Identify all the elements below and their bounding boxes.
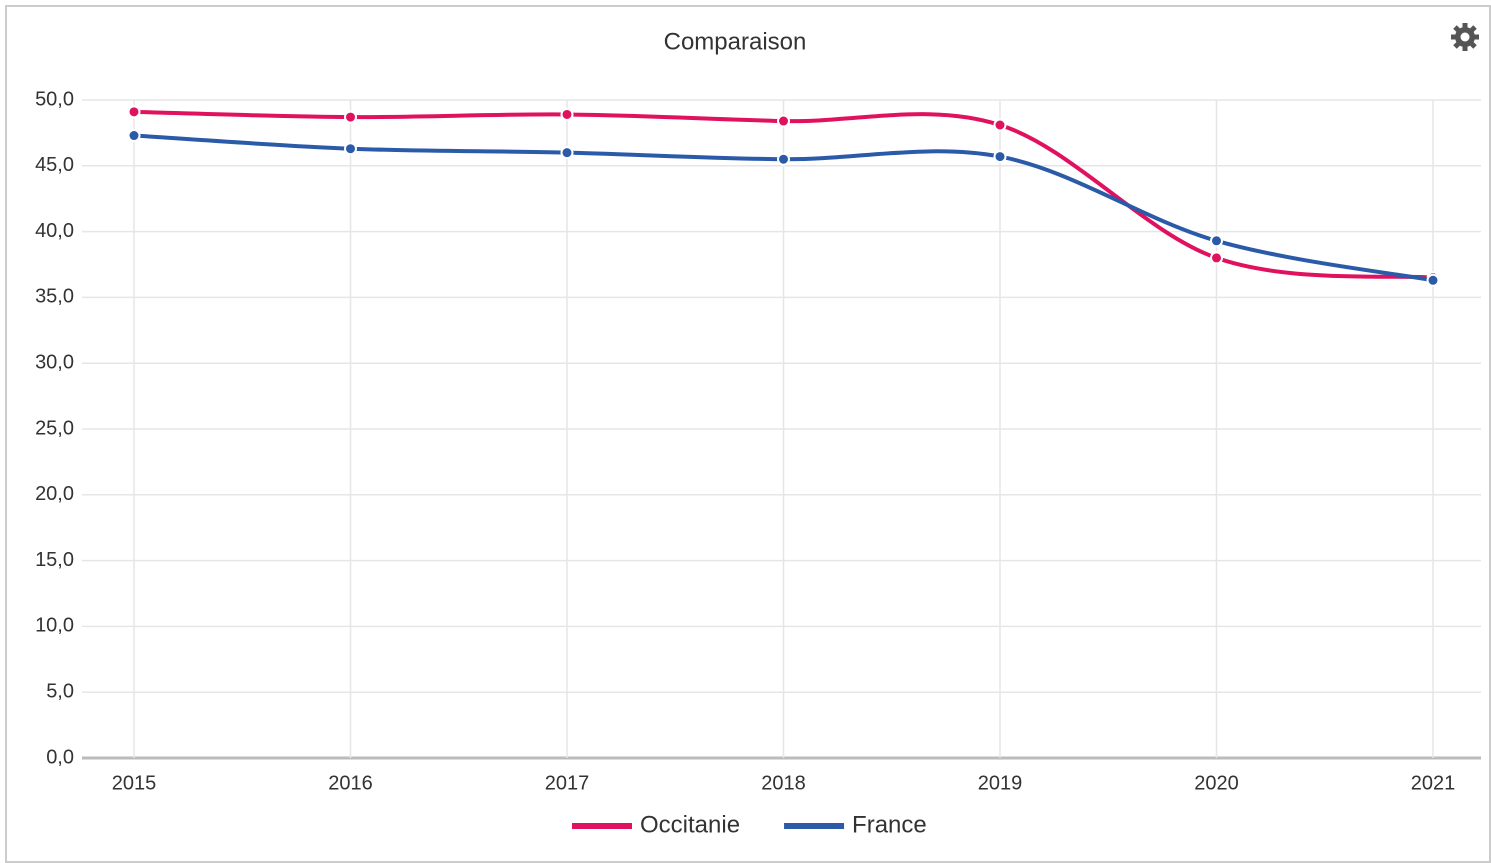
chart-title: Comparaison <box>664 28 807 55</box>
point <box>344 142 357 156</box>
legend-item[interactable]: Occitanie <box>572 811 740 838</box>
y-tick-label: 45,0 <box>35 154 74 176</box>
point <box>560 146 574 160</box>
y-tick-label: 40,0 <box>35 220 74 242</box>
point <box>127 105 141 119</box>
y-tick-label: 30,0 <box>35 351 74 373</box>
y-tick-label: 50,0 <box>35 88 74 110</box>
y-tick-label: 20,0 <box>35 483 74 505</box>
x-tick-label: 2021 <box>1411 772 1456 794</box>
point <box>777 114 790 128</box>
x-tick-label: 2019 <box>978 772 1023 794</box>
point <box>993 150 1007 164</box>
legend-label: France <box>852 811 927 838</box>
point <box>344 110 357 124</box>
x-tick-label: 2016 <box>328 772 373 794</box>
legend-label: Occitanie <box>640 811 740 838</box>
point <box>127 129 141 143</box>
point <box>993 118 1007 132</box>
point <box>560 107 574 121</box>
point <box>1210 251 1223 265</box>
x-tick-label: 2015 <box>112 772 157 794</box>
point <box>1210 234 1223 248</box>
legend-item[interactable]: France <box>784 811 927 838</box>
y-tick-label: 0,0 <box>46 746 74 768</box>
y-tick-label: 15,0 <box>35 549 74 571</box>
y-tick-label: 10,0 <box>35 615 74 637</box>
y-tick-label: 35,0 <box>35 286 74 308</box>
y-tick-label: 5,0 <box>46 680 74 702</box>
point <box>777 152 790 166</box>
x-tick-label: 2017 <box>545 772 590 794</box>
frame <box>5 5 1491 863</box>
settings-icon[interactable] <box>1451 23 1479 51</box>
x-tick-label: 2020 <box>1194 772 1239 794</box>
x-tick-label: 2018 <box>761 772 806 794</box>
point <box>1426 273 1440 287</box>
y-tick-label: 25,0 <box>35 417 74 439</box>
